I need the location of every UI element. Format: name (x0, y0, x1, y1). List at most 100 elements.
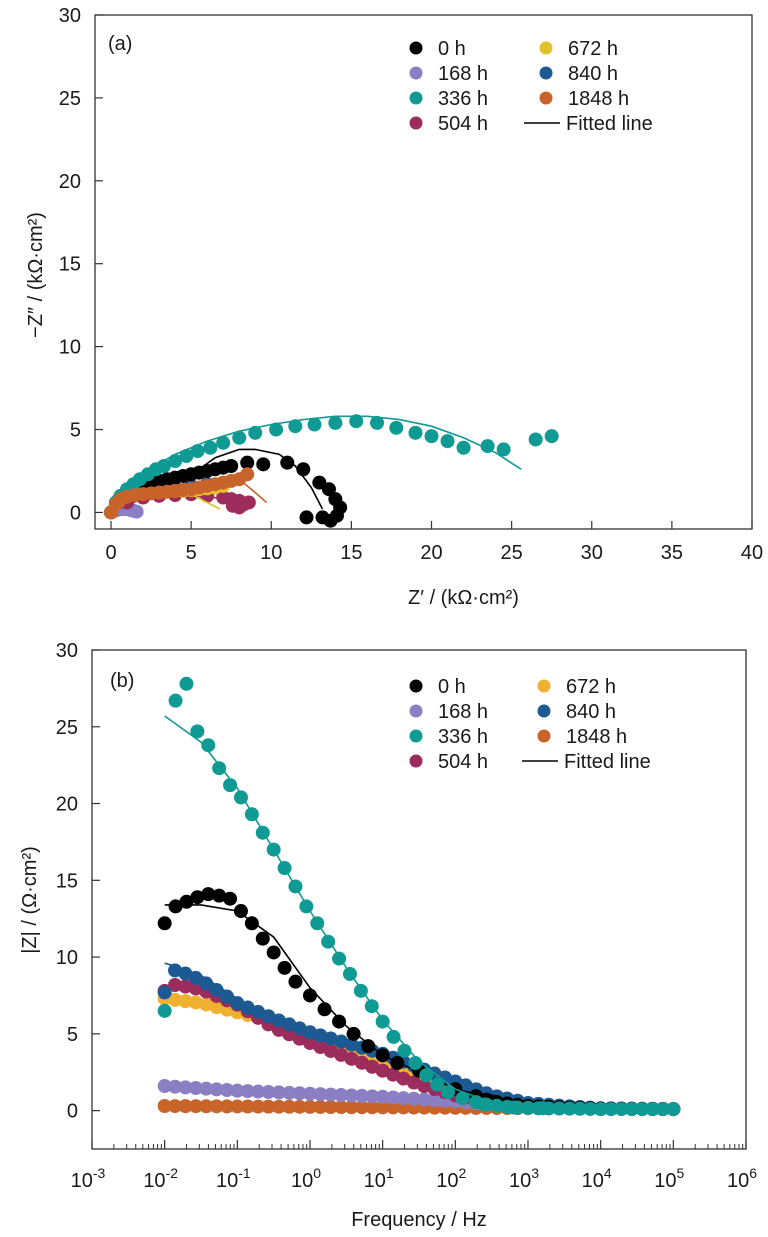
legend-label: 0 h (438, 38, 466, 60)
y-tick-label: 20 (56, 794, 78, 816)
fitted-line (164, 715, 674, 1110)
data-point (334, 1088, 349, 1103)
data-point (510, 1100, 525, 1115)
y-tick-label: 5 (70, 420, 81, 442)
data-point (323, 1087, 338, 1102)
x-tick-label: 103 (509, 1165, 539, 1192)
data-point (157, 1003, 172, 1018)
legend-item: 336 h (409, 88, 488, 110)
data-point (157, 985, 172, 1000)
data-point (375, 1100, 390, 1115)
legend-item: Fitted line (522, 751, 651, 773)
data-point (219, 989, 234, 1004)
y-tick-label: 15 (56, 870, 78, 892)
data-point (456, 440, 471, 455)
data-point (256, 457, 271, 472)
legend-label: 168 h (438, 63, 488, 85)
data-point (188, 995, 203, 1010)
tick-exponent: -3 (93, 1165, 106, 1181)
legend-a: 0 h 168 h 336 h 504 h 672 h 840 h 1848 h Fitted… (409, 38, 653, 135)
legend-marker (409, 704, 423, 718)
legend-item: 0 h (409, 676, 466, 698)
series-1848-h (104, 467, 268, 520)
x-tick-label: 104 (582, 1165, 612, 1192)
data-point (190, 724, 205, 739)
legend-label: 840 h (566, 701, 616, 723)
legend-item: 672 h (537, 676, 616, 698)
data-point (455, 1091, 470, 1106)
data-point (157, 1079, 172, 1094)
legend-marker (537, 704, 551, 718)
tick-base: 10 (364, 1170, 386, 1192)
legend-label: 672 h (566, 676, 616, 698)
legend-label: 0 h (438, 676, 466, 698)
data-point (299, 510, 314, 525)
y-axis-title: −Z″ / (kΩ·cm²) (25, 212, 47, 338)
data-point (332, 1014, 347, 1029)
data-point (313, 1099, 328, 1114)
data-point (375, 1089, 390, 1104)
legend-label: 168 h (438, 701, 488, 723)
tick-base: 10 (71, 1170, 93, 1192)
data-point (188, 1099, 203, 1114)
data-point (277, 960, 292, 975)
plot-frame-b (91, 649, 747, 1150)
data-point (307, 417, 322, 432)
legend-marker (409, 116, 423, 130)
data-point (528, 432, 543, 447)
data-point (178, 1099, 193, 1114)
nyquist-plot-panel: 0 5 10 15 20 25 30 35 40 0 5 10 15 20 25 30 Z′ / (kΩ·cm²… (25, 5, 763, 609)
data-point (178, 1080, 193, 1095)
legend-label: 672 h (568, 38, 618, 60)
legend-item: 168 h (409, 63, 488, 85)
data-point (489, 1098, 504, 1113)
data-point (269, 422, 284, 437)
data-point (354, 1088, 369, 1103)
tick-base: 10 (509, 1170, 531, 1192)
legend-marker (539, 41, 553, 55)
data-point (344, 1100, 359, 1115)
data-point (500, 1099, 515, 1114)
legend-marker (537, 729, 551, 743)
legend-marker (409, 41, 423, 55)
data-point (199, 976, 214, 991)
x-tick-label: 101 (364, 1165, 394, 1192)
data-point (354, 1100, 369, 1115)
data-point (346, 1026, 361, 1041)
bode-plot-panel: 10-3 10-2 10-1 100 101 102 103 104 105 1060510152… (19, 640, 757, 1231)
data-point (303, 988, 317, 1003)
data-point (365, 1100, 380, 1115)
data-point (157, 1099, 172, 1114)
tick-base: 10 (291, 1170, 313, 1192)
series-0-h (128, 448, 348, 528)
legend-item: 0 h (409, 38, 466, 60)
legend-label: 504 h (438, 113, 488, 135)
plot-frame-a (94, 14, 753, 530)
legend-marker (409, 679, 423, 693)
legend-b: 0 h 168 h 336 h 504 h 672 h 840 h 1848 h Fitted… (409, 676, 651, 773)
tick-base: 10 (727, 1170, 749, 1192)
data-point (440, 434, 455, 449)
data-point (303, 1099, 317, 1114)
data-point (288, 419, 303, 434)
y-tick-label: 15 (59, 254, 81, 276)
data-point (303, 1086, 317, 1101)
data-point (157, 916, 172, 931)
data-point (430, 1077, 445, 1092)
x-tick-label: 5 (186, 542, 197, 564)
x-tick-label: 100 (291, 1165, 321, 1192)
data-point (199, 1081, 214, 1096)
data-point (209, 982, 224, 997)
fitted-line (164, 904, 674, 1110)
data-point (223, 891, 238, 906)
legend-marker (409, 754, 423, 768)
data-point (212, 761, 227, 776)
data-point (240, 455, 255, 470)
data-point (424, 429, 439, 444)
data-point (190, 444, 205, 459)
x-axis-title: Z′ / (kΩ·cm²) (408, 587, 519, 609)
data-point (349, 414, 364, 429)
x-tick-label: 35 (661, 542, 683, 564)
legend-item: Fitted line (524, 113, 653, 135)
